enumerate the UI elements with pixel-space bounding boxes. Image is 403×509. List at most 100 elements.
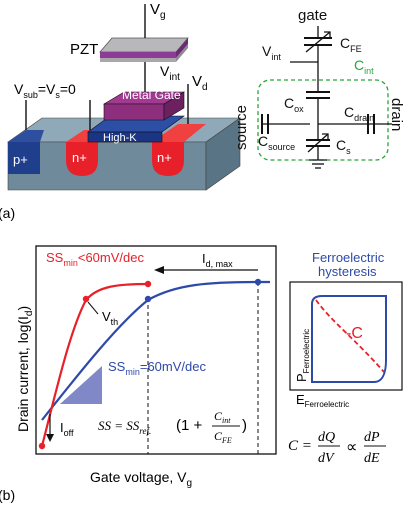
svg-text:PFerroelectric: PFerroelectric <box>294 329 311 382</box>
ss-red-val: <60mV/dec <box>78 250 145 265</box>
vsub-sub: sub <box>23 90 38 100</box>
formula-dp: dP <box>364 430 380 445</box>
svg-text:Cox: Cox <box>284 95 304 114</box>
n-plus-right-label: n+ <box>157 150 172 165</box>
svg-text:Cdrain: Cdrain <box>344 104 374 123</box>
vd-label: V <box>192 73 202 90</box>
red-max-point <box>144 280 152 288</box>
vd-sub: d <box>202 82 208 93</box>
formula-dv: dV <box>318 451 335 466</box>
pzt-label: PZT <box>70 41 98 58</box>
negative-c-curve <box>315 299 385 373</box>
vg-label: V <box>150 1 160 18</box>
svg-text:SSmin=60mV/dec: SSmin=60mV/dec <box>108 359 206 377</box>
ioff-sub: off <box>64 428 74 438</box>
csource-label: C <box>258 133 268 149</box>
formula-ref: ref. <box>139 426 151 436</box>
c-formula: C = dQ dV ∝ dP dE <box>288 430 386 466</box>
cfe-arrowhead <box>324 31 331 38</box>
formula-de: dE <box>364 451 380 466</box>
formula-cfe-sub: FE <box>221 436 232 445</box>
cdrain-label: C <box>344 104 354 120</box>
idmax-arrowhead <box>154 266 164 274</box>
formula-dq: dQ <box>318 430 335 445</box>
cox-sub: ox <box>294 104 304 114</box>
formula-close-paren: ) <box>242 417 247 434</box>
idmax-sub: d, max <box>206 259 234 269</box>
cfe-sub: FE <box>350 44 362 54</box>
svg-text:Vint: Vint <box>262 43 281 62</box>
pzt-ferro-side <box>176 38 188 58</box>
formula-cint: C <box>214 409 223 423</box>
cs-arrow <box>307 133 329 153</box>
vth-pointer <box>87 301 99 315</box>
blue-vth-point <box>144 295 152 303</box>
cs-sub: s <box>346 146 351 156</box>
cs-arrowhead <box>322 133 329 140</box>
vs-sub: s <box>55 90 60 100</box>
p-plus-label: p+ <box>13 152 28 167</box>
svg-text:CFE: CFE <box>214 429 232 445</box>
transfer-plot: Drain current, log(Id) Gate voltage, Vg … <box>15 245 277 489</box>
cint-sub: int <box>364 66 374 76</box>
neg-c-label: -C <box>346 325 363 342</box>
blue-max-point <box>254 278 262 286</box>
formula-cfe: C <box>214 429 223 443</box>
csource-sub: source <box>268 142 295 152</box>
n-plus-left-region <box>66 142 98 176</box>
drain-label: drain <box>388 98 403 131</box>
source-label: source <box>233 105 250 150</box>
hysteresis-frame <box>289 281 403 391</box>
p-axis-label: P <box>294 373 309 382</box>
device-vint-sub: int <box>169 72 180 83</box>
svg-text:EFerroelectric: EFerroelectric <box>296 392 349 409</box>
metal-gate-label: Metal Gate <box>122 88 181 102</box>
svg-text:SSmin<60mV/dec: SSmin<60mV/dec <box>46 250 144 268</box>
svg-text:Vint: Vint <box>160 63 180 83</box>
cs-label: C <box>336 137 346 153</box>
ss-blue-val: =60mV/dec <box>140 359 207 374</box>
svg-text:Cint: Cint <box>214 409 231 425</box>
svg-text:Cs: Cs <box>336 137 351 156</box>
ss-blue-sub: min <box>125 367 140 377</box>
svg-text:CFE: CFE <box>340 35 362 54</box>
xlabel: Gate voltage, V <box>90 469 187 485</box>
svg-text:Drain current, log(Id): Drain current, log(Id) <box>15 306 35 432</box>
circuit-diagram: gate CFE Vint Cint Cox Csource Cdrain <box>233 7 403 169</box>
vg-sub: g <box>160 10 166 21</box>
idmax-label: I <box>202 251 206 266</box>
ss-red-label: SS <box>46 250 64 265</box>
vs-zero: =0 <box>60 81 76 97</box>
hysteresis-plot: Ferroelectric hysteresis -C PFerroelectr… <box>288 250 403 466</box>
svg-text:Vsub=Vs=0: Vsub=Vs=0 <box>14 81 76 100</box>
vth-label: V <box>102 309 111 324</box>
hysteresis-loop <box>311 295 387 383</box>
svg-text:Cint: Cint <box>354 57 374 76</box>
red-curve <box>40 282 149 447</box>
pzt-ferro-layer <box>100 52 176 58</box>
device-schematic: PZT Vg Vint p+ n+ n+ High-K Metal Gate <box>7 1 241 191</box>
p-plus-top <box>8 130 44 142</box>
cint-label: C <box>354 57 364 73</box>
svg-text:Csource: Csource <box>258 133 295 152</box>
formula-paren: (1 + <box>176 417 203 434</box>
formula-c: C = <box>288 438 312 454</box>
formula-cint-sub: int <box>222 416 231 425</box>
n-plus-left-label: n+ <box>72 150 87 165</box>
ylabel-sub: d <box>24 311 35 317</box>
cfe-arrow <box>305 31 331 53</box>
vth-sub: th <box>111 317 119 327</box>
highk-label: High-K <box>103 132 137 144</box>
n-plus-right-top <box>152 124 206 142</box>
gate-label: gate <box>298 7 327 24</box>
formula-ss: SS = SS <box>98 418 140 433</box>
ylabel: Drain current, log(I <box>15 316 31 432</box>
svg-text:SS = SSref.: SS = SSref. <box>98 418 151 436</box>
vsub-label: V <box>14 81 24 97</box>
svg-text:Id, max: Id, max <box>202 251 233 269</box>
red-start-point <box>38 442 46 450</box>
e-axis-sub: Ferroelectric <box>305 400 349 409</box>
cox-label: C <box>284 95 294 111</box>
vs-eq: =V <box>38 81 56 97</box>
